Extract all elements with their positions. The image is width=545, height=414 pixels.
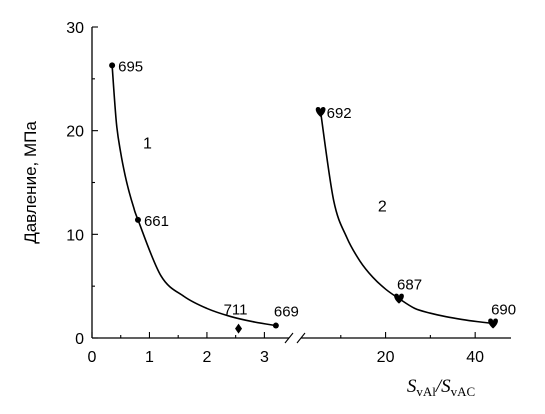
data-point-label: 711: [224, 302, 248, 319]
series-line-1: [111, 65, 277, 327]
data-point-heart: [315, 107, 326, 118]
curve-number-label: 2: [378, 198, 387, 215]
x-tick-label: 3: [260, 349, 269, 366]
data-point-heart: [488, 318, 498, 329]
data-point-label: 669: [274, 304, 299, 321]
axes: 0 10 20 30 0 1 2 3 20 40: [66, 20, 511, 366]
x-tick-label: 0: [88, 349, 97, 366]
y-tick-label: 30: [66, 20, 84, 37]
data-point-heart: [394, 293, 404, 304]
data-point-label: 692: [327, 105, 352, 122]
axis-break-mark: [284, 332, 306, 344]
y-tick-label: 0: [75, 331, 84, 348]
x-tick-label: 1: [145, 349, 154, 366]
y-axis-title: Давление, МПа: [21, 121, 40, 244]
x-axis-title-part: /: [435, 376, 443, 397]
markers: [109, 62, 498, 334]
data-point-label: 661: [144, 213, 169, 230]
data-point-circle: [134, 216, 141, 223]
curves: [111, 65, 494, 327]
x-tick-label: 40: [466, 349, 484, 366]
x-tick-label: 2: [202, 349, 211, 366]
data-point-label: 690: [491, 301, 516, 318]
x-axis-title-subscript: vAC: [451, 384, 476, 399]
data-point-circle: [272, 322, 279, 329]
curve-number-label: 1: [143, 136, 152, 153]
data-point-diamond: [235, 323, 243, 334]
y-tick-label: 10: [66, 227, 84, 244]
data-point-circle: [109, 62, 116, 69]
x-axis-title-part: S: [407, 376, 417, 397]
labels: 1 695 661 669 2 692 687 690 711: [118, 58, 516, 320]
x-tick-label: 20: [377, 349, 395, 366]
data-point-label: 687: [397, 277, 422, 294]
x-axis-title-part: S: [441, 376, 451, 397]
x-axis-title: SvAl/SvAC: [407, 376, 475, 399]
x-axis-title-subscript: vAl: [416, 384, 436, 399]
y-tick-label: 20: [66, 124, 84, 141]
data-point-label: 695: [118, 58, 143, 75]
